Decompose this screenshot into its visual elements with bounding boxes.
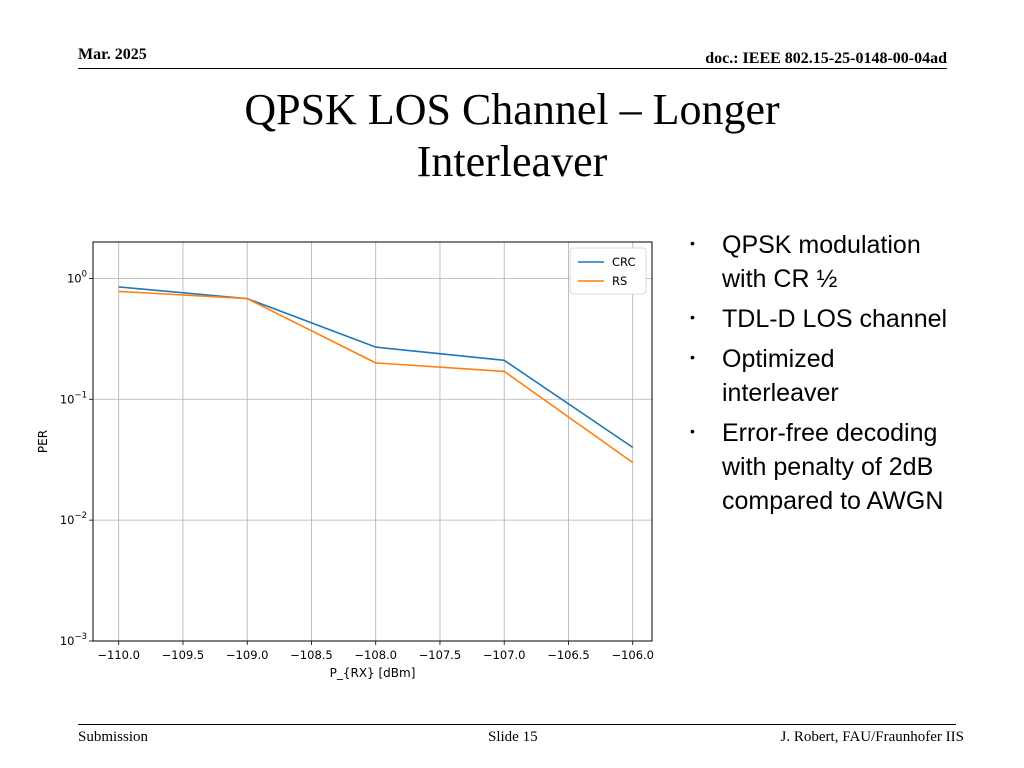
- footer-submission: Submission: [78, 729, 149, 745]
- x-tick-label: −108.5: [290, 648, 333, 662]
- bullet-text: TDL-D LOS channel: [722, 305, 948, 333]
- series-line-crc: [118, 286, 634, 449]
- bullet-text: Optimized interleaver: [722, 345, 839, 407]
- legend: CRC RS: [569, 247, 647, 295]
- slide-title-line-2: Interleaver: [416, 137, 608, 186]
- bullet-text: Error-free decoding with penalty of 2dB …: [722, 419, 944, 515]
- slide-title: QPSK LOS Channel – Longer Interleaver: [150, 84, 874, 188]
- slide-title-line-1: QPSK LOS Channel – Longer: [244, 85, 780, 134]
- x-tick-label: −108.0: [354, 648, 397, 662]
- bullet-text: QPSK modulation with CR ½: [722, 231, 921, 293]
- x-tick-label: −107.5: [419, 648, 462, 662]
- bullet-item: • Optimized interleaver: [688, 342, 948, 410]
- legend-label: RS: [612, 274, 627, 288]
- x-tick-label: −107.0: [483, 648, 526, 662]
- y-axis-label: PER: [36, 430, 50, 453]
- bullet-item: • QPSK modulation with CR ½: [688, 228, 948, 296]
- series-line-rs: [118, 290, 634, 464]
- bullet-dot-icon: •: [690, 349, 695, 365]
- bullet-dot-icon: •: [690, 423, 695, 439]
- y-tick-label: 10−3: [60, 632, 87, 648]
- header-divider: [78, 68, 947, 69]
- bullet-dot-icon: •: [690, 235, 695, 251]
- legend-label: CRC: [612, 255, 635, 269]
- x-tick-label: −110.0: [97, 648, 140, 662]
- y-tick-label: 10−1: [60, 390, 87, 406]
- footer-slide-number: Slide 15: [488, 729, 538, 745]
- footer-divider: [78, 724, 956, 725]
- bullet-dot-icon: •: [690, 309, 695, 325]
- x-tick-label: −109.0: [226, 648, 269, 662]
- bullet-list: • QPSK modulation with CR ½ • TDL-D LOS ch…: [688, 228, 948, 524]
- x-tick-label: −109.5: [162, 648, 205, 662]
- header-date: Mar. 2025: [78, 46, 147, 63]
- y-tick-label: 100: [67, 269, 87, 285]
- bullet-item: • Error-free decoding with penalty of 2dB…: [688, 416, 948, 518]
- x-axis-label: P_{RX} [dBm]: [330, 666, 416, 680]
- footer-author: J. Robert, FAU/Fraunhofer IIS: [780, 729, 964, 745]
- plot-frame: [92, 241, 653, 642]
- bullet-item: • TDL-D LOS channel: [688, 302, 948, 336]
- x-tick-label: −106.5: [547, 648, 590, 662]
- y-tick-label: 10−2: [60, 511, 87, 527]
- header-document-id: doc.: IEEE 802.15-25-0148-00-04ad: [705, 50, 947, 67]
- legend-box: [569, 247, 647, 295]
- per-chart: −110.0 −109.5 −109.0 −108.5 −108.0 −107.5 −107…: [36, 241, 654, 680]
- x-tick-label: −106.0: [611, 648, 654, 662]
